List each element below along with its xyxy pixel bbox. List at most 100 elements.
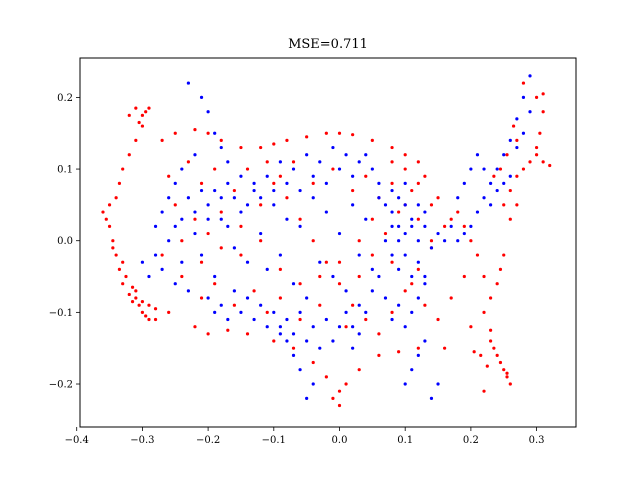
point-s0-183 xyxy=(298,282,302,286)
point-s1-67 xyxy=(482,167,486,171)
point-s1-78 xyxy=(193,153,197,157)
point-s1-86 xyxy=(298,368,302,372)
point-s0-10 xyxy=(153,307,158,311)
point-s0-119 xyxy=(219,246,223,250)
point-s1-42 xyxy=(416,239,420,243)
point-s0-70 xyxy=(443,346,447,350)
point-s0-9 xyxy=(147,303,151,307)
point-s1-26 xyxy=(311,196,315,200)
point-s1-8 xyxy=(193,231,197,236)
point-s1-22 xyxy=(285,217,289,221)
point-s0-138 xyxy=(403,167,407,171)
point-s1-40 xyxy=(403,203,407,207)
point-s1-88 xyxy=(285,339,289,343)
point-s0-43 xyxy=(285,138,289,142)
point-s0-77 xyxy=(502,368,506,372)
point-s0-192 xyxy=(449,296,453,300)
point-s1-82 xyxy=(160,210,164,214)
y-tick-label: 0.2 xyxy=(57,93,73,104)
point-s1-29 xyxy=(331,274,335,279)
point-s0-89 xyxy=(521,167,526,171)
point-s0-116 xyxy=(173,203,177,207)
point-s0-75 xyxy=(495,353,499,357)
point-s0-90 xyxy=(528,160,532,164)
point-s0-72 xyxy=(482,310,486,314)
point-s1-17 xyxy=(252,188,256,193)
point-s1-65 xyxy=(495,188,499,193)
point-s1-165 xyxy=(344,310,348,314)
point-s0-186 xyxy=(357,239,361,243)
point-s0-76 xyxy=(498,360,503,365)
point-s0-178 xyxy=(199,260,204,264)
point-s0-169 xyxy=(351,188,355,193)
point-s1-131 xyxy=(252,181,256,185)
point-s0-180 xyxy=(239,253,243,257)
point-s1-172 xyxy=(416,260,420,264)
y-tick-label: 0.0 xyxy=(57,236,73,247)
point-s1-53 xyxy=(489,181,493,185)
point-s0-96 xyxy=(541,110,545,114)
point-s1-12 xyxy=(219,196,223,200)
point-s1-117 xyxy=(344,153,348,157)
point-s0-132 xyxy=(403,289,407,293)
point-s1-137 xyxy=(213,188,217,193)
point-s1-160 xyxy=(311,325,315,329)
point-s1-178 xyxy=(416,203,420,207)
point-s1-158 xyxy=(298,310,302,314)
point-s1-71 xyxy=(456,196,460,200)
point-s1-142 xyxy=(180,217,184,221)
point-s1-34 xyxy=(364,217,368,221)
point-s0-21 xyxy=(127,153,131,157)
point-s0-86 xyxy=(502,203,506,207)
point-s1-38 xyxy=(390,210,394,214)
point-s1-173 xyxy=(423,274,427,279)
point-s0-78 xyxy=(505,375,509,379)
x-tick-label: −0.3 xyxy=(130,435,154,446)
point-s1-15 xyxy=(239,210,243,214)
point-s1-170 xyxy=(403,253,407,257)
point-s0-51 xyxy=(416,160,420,164)
point-s0-50 xyxy=(403,153,407,157)
point-s0-42 xyxy=(272,142,276,146)
point-s0-193 xyxy=(462,274,466,279)
point-s1-93 xyxy=(423,339,427,343)
point-s1-75 xyxy=(213,131,217,135)
point-s0-125 xyxy=(311,239,315,243)
x-axis: −0.4 −0.3 −0.2 −0.1 0.0 0.1 0.2 0.3 xyxy=(65,427,545,446)
point-s0-56 xyxy=(226,328,230,332)
point-s1-133 xyxy=(239,174,243,178)
point-s0-137 xyxy=(416,181,420,185)
point-s1-108 xyxy=(397,196,401,200)
point-s0-17 xyxy=(124,274,128,279)
point-s1-70 xyxy=(462,181,466,185)
point-s0-34 xyxy=(130,285,135,289)
point-s1-162 xyxy=(324,317,328,322)
point-s0-109 xyxy=(495,282,499,286)
point-s1-27 xyxy=(318,260,322,264)
point-s0-103 xyxy=(498,167,503,171)
point-s0-39 xyxy=(219,138,223,142)
point-s1-59 xyxy=(528,110,532,114)
point-s1-167 xyxy=(357,303,361,307)
point-s0-108 xyxy=(498,267,503,271)
chart-title: MSE=0.711 xyxy=(288,37,368,52)
point-s0-95 xyxy=(538,131,542,135)
point-s0-122 xyxy=(272,181,276,185)
point-s1-36 xyxy=(377,196,381,200)
point-s1-128 xyxy=(272,188,276,193)
point-s0-80 xyxy=(505,371,509,375)
point-s1-89 xyxy=(278,325,282,329)
point-s0-136 xyxy=(429,203,434,207)
point-s1-96 xyxy=(403,325,407,329)
point-s1-102 xyxy=(383,296,388,300)
point-s1-30 xyxy=(337,231,342,236)
point-s1-143 xyxy=(173,224,177,228)
point-s0-68 xyxy=(397,350,401,354)
point-s0-40 xyxy=(239,145,243,150)
point-s0-55 xyxy=(206,332,210,336)
point-s0-49 xyxy=(390,145,394,150)
point-s0-3 xyxy=(114,253,118,257)
point-s1-95 xyxy=(436,382,440,386)
point-s1-113 xyxy=(370,167,374,171)
point-s0-185 xyxy=(337,260,342,264)
